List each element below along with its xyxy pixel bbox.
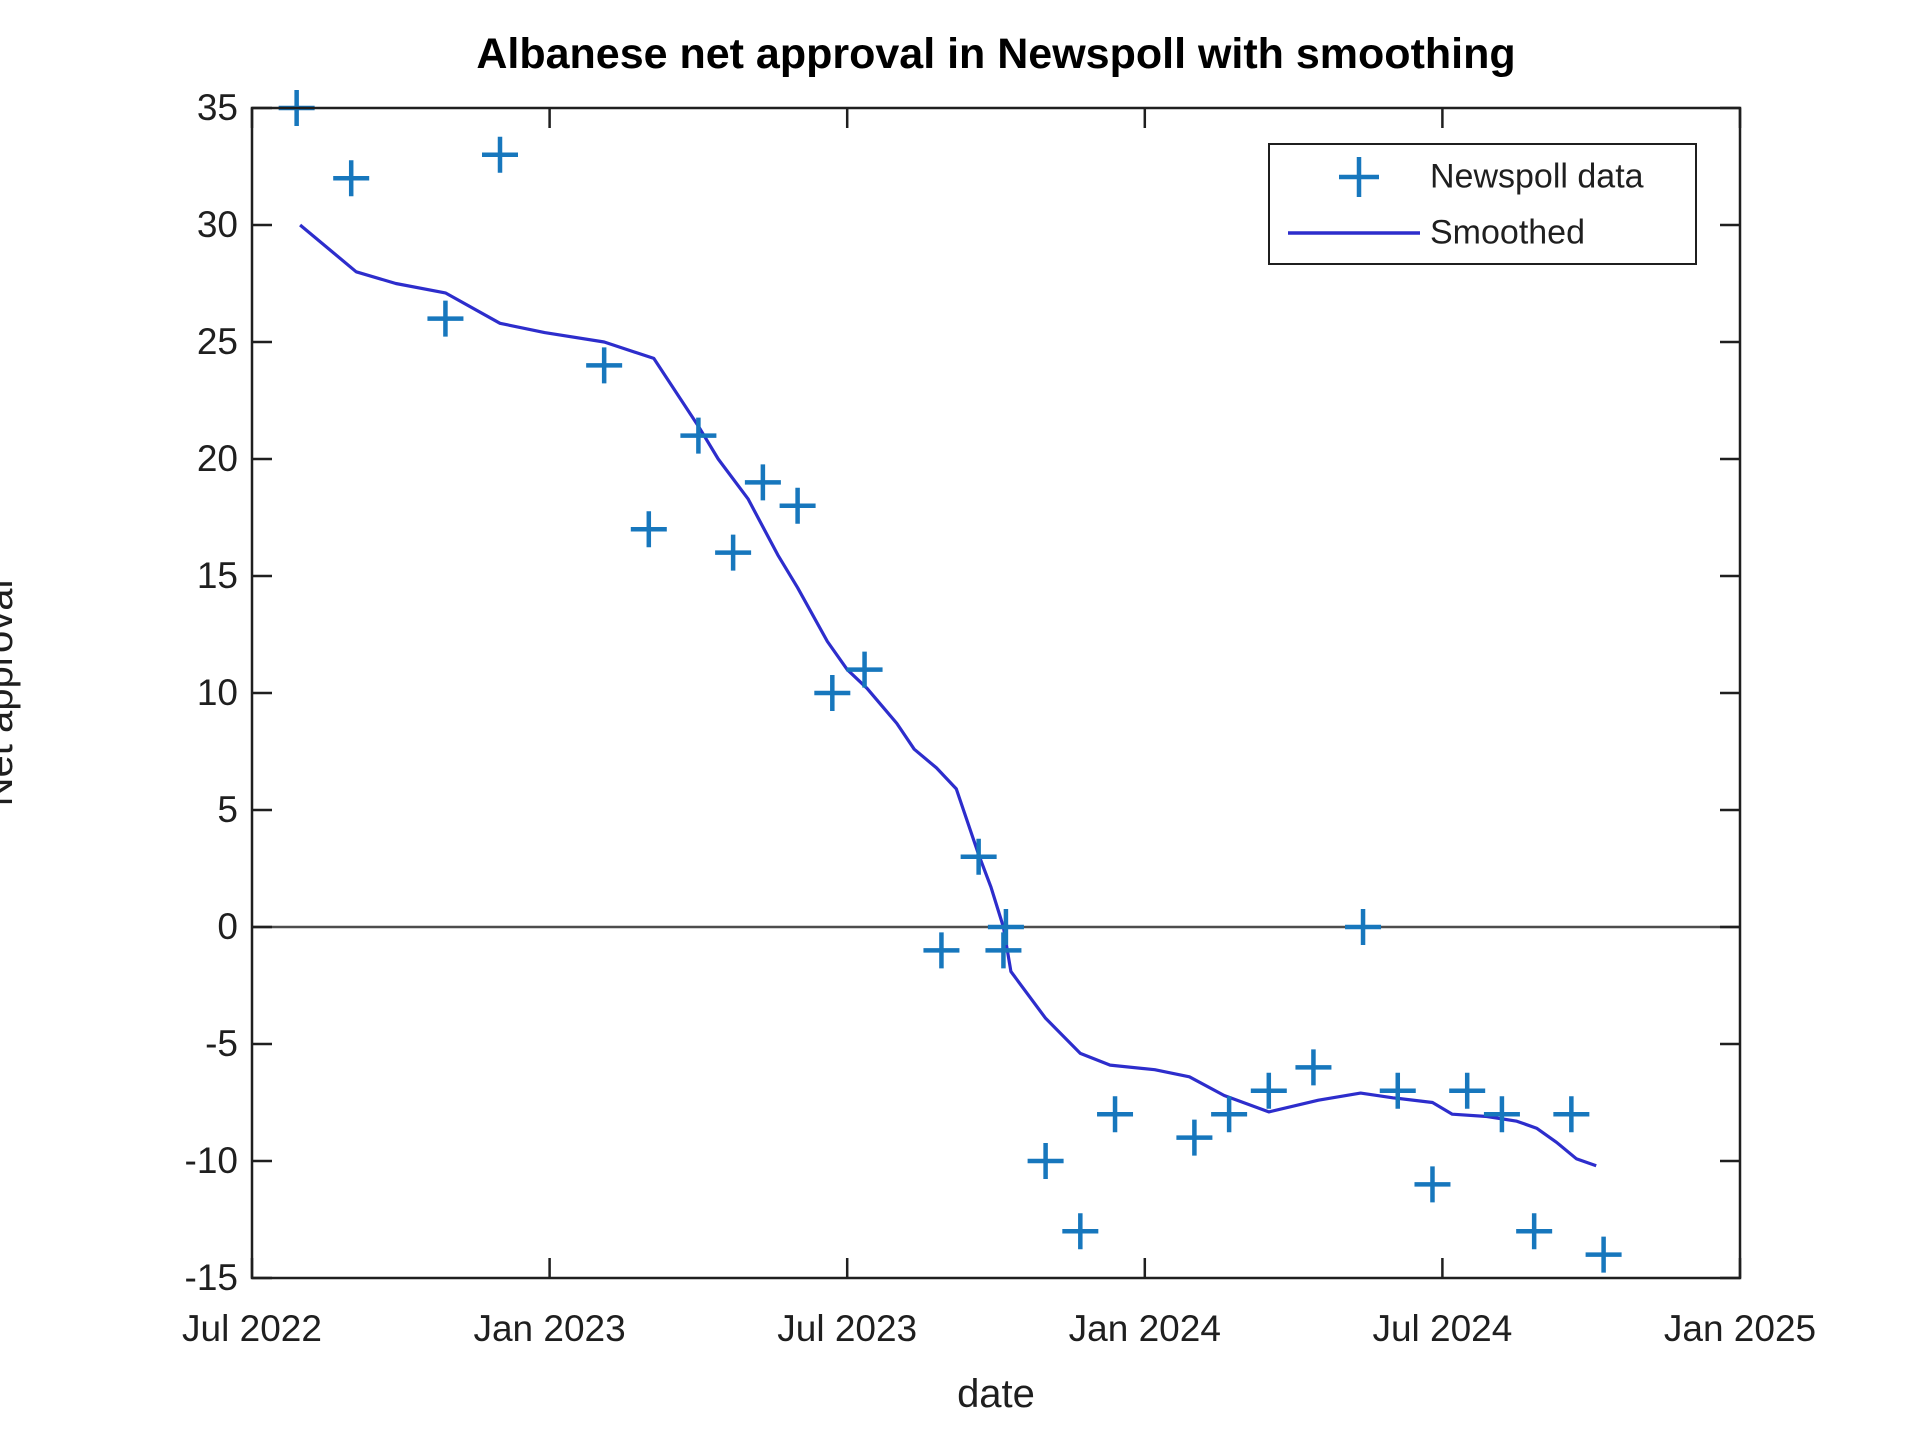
newspoll-marker [987,909,1024,945]
legend: Newspoll data Smoothed [1268,143,1697,265]
y-tick-label: 0 [217,906,238,947]
x-tick-label: Jul 2022 [182,1308,322,1349]
newspoll-marker [1345,909,1382,945]
newspoll-marker [744,464,781,501]
newspoll-marker [1295,1049,1332,1086]
plus-marker-icon [1339,157,1379,197]
line-sample-icon [1288,231,1420,235]
y-tick-label: 15 [196,555,238,596]
legend-label-smoothed: Smoothed [1430,213,1585,252]
newspoll-marker [1097,1096,1134,1133]
chart-title: Albanese net approval in Newspoll with s… [476,30,1516,78]
y-tick-label: 35 [196,87,238,128]
x-tick-label: Jul 2023 [777,1308,918,1349]
y-axis-label: Net approval [0,579,21,807]
newspoll-marker [482,136,518,173]
x-tick-label: Jul 2024 [1372,1308,1513,1349]
y-tick-label: -15 [184,1257,238,1298]
x-tick-label: Jan 2025 [1663,1308,1817,1349]
newspoll-marker [960,838,997,875]
legend-entry-smoothed: Smoothed [1270,205,1695,261]
newspoll-marker [1585,1236,1622,1273]
y-tick-label: -5 [205,1023,238,1064]
newspoll-marker [814,675,851,711]
newspoll-marker [985,932,1022,969]
newspoll-marker [779,487,816,524]
newspoll-marker [923,932,960,969]
newspoll-marker [1176,1119,1213,1156]
newspoll-marker [630,511,667,548]
newspoll-marker [1027,1143,1064,1179]
newspoll-marker [1483,1096,1520,1133]
newspoll-marker [680,417,717,454]
newspoll-marker [1250,1072,1287,1109]
legend-entry-newspoll: Newspoll data [1270,149,1695,205]
newspoll-marker [846,651,883,688]
y-tick-label: 25 [196,321,238,362]
y-tick-label: 5 [217,789,238,830]
smoothed-line [299,223,1597,1168]
y-tick-label: 10 [196,672,238,713]
legend-label-newspoll: Newspoll data [1430,157,1644,196]
y-tick-label: 30 [196,204,238,245]
x-tick-label: Jan 2023 [473,1308,626,1349]
newspoll-marker [586,347,623,384]
newspoll-marker [1211,1096,1248,1133]
newspoll-marker [1414,1166,1451,1203]
newspoll-marker [1516,1213,1553,1250]
x-tick-label: Jan 2024 [1068,1308,1221,1349]
newspoll-marker [427,300,464,337]
newspoll-marker [1449,1072,1486,1109]
axes-box [250,106,1742,1280]
newspoll-marker [1553,1096,1590,1133]
x-axis-label: date [957,1372,1035,1416]
y-tick-label: 20 [196,438,238,479]
newspoll-marker [1379,1072,1416,1109]
y-tick-label: -10 [184,1140,238,1181]
newspoll-marker [1062,1213,1099,1250]
newspoll-marker [333,160,370,197]
newspoll-marker [715,534,752,571]
